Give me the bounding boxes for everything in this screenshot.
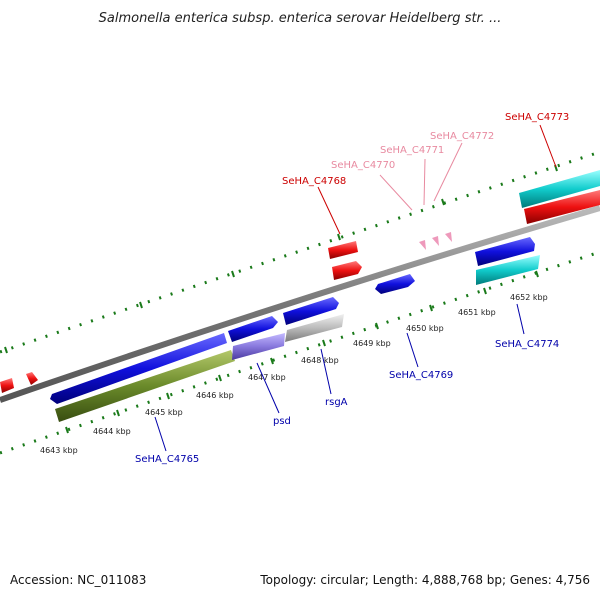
- kbp-label-4647: 4647 kbp: [248, 373, 286, 382]
- kbp-label-4644: 4644 kbp: [93, 427, 131, 436]
- gene-seha-c4769-blue[interactable]: [375, 274, 415, 294]
- gene-psd-blue[interactable]: [228, 316, 278, 342]
- gene-label-seha-c4774: SeHA_C4774: [495, 339, 559, 350]
- genome-backbone: [0, 205, 600, 403]
- gene-label-seha-c4768: SeHA_C4768: [282, 176, 346, 187]
- topology-text: Topology: circular; Length: 4,888,768 bp…: [260, 573, 590, 587]
- gene-label-rsga: rsgA: [325, 397, 348, 408]
- gene-seha-c4765-green[interactable]: [55, 350, 235, 422]
- kbp-label-4643: 4643 kbp: [40, 446, 78, 455]
- gene-seha-c4774-cyan[interactable]: [476, 255, 540, 285]
- kbp-label-4651: 4651 kbp: [458, 308, 496, 317]
- gene-rsga-grey[interactable]: [285, 314, 344, 342]
- gene-seha-c4773-cyan[interactable]: [519, 170, 600, 208]
- gene-blue-right[interactable]: [475, 237, 535, 266]
- gene-label-psd: psd: [273, 416, 291, 427]
- gene-label-seha-c4765: SeHA_C4765: [135, 454, 199, 465]
- gene-label-seha-c4770: SeHA_C4770: [331, 160, 395, 171]
- kbp-label-4646: 4646 kbp: [196, 391, 234, 400]
- accession-text: Accession: NC_011083: [10, 573, 147, 587]
- gene-label-seha-c4769: SeHA_C4769: [389, 370, 453, 381]
- gene-label-seha-c4771: SeHA_C4771: [380, 145, 444, 156]
- gene-seha-c4768-b[interactable]: [332, 261, 362, 280]
- map-title: Salmonella enterica subsp. enterica sero…: [99, 11, 502, 26]
- kbp-label-4652: 4652 kbp: [510, 293, 548, 302]
- gene-label-seha-c4773: SeHA_C4773: [505, 112, 569, 123]
- gene-seha-c4765-blue[interactable]: [50, 333, 227, 404]
- kbp-label-4645: 4645 kbp: [145, 408, 183, 417]
- gene-seha-c4773-red[interactable]: [524, 190, 600, 224]
- gene-seha-c4768-a[interactable]: [328, 241, 358, 259]
- gene-left-red-arrow[interactable]: [26, 372, 38, 385]
- gene-psd-purple[interactable]: [232, 333, 285, 360]
- kbp-label-4648: 4648 kbp: [301, 356, 339, 365]
- lower-tick-ruler: [0, 250, 600, 455]
- upper-major-ticks: [4, 164, 558, 354]
- callout-lines: [154, 124, 557, 452]
- gene-label-seha-c4772: SeHA_C4772: [430, 131, 494, 142]
- gene-seha-c4772[interactable]: [445, 232, 452, 242]
- gene-seha-c4771[interactable]: [432, 236, 439, 246]
- gene-rsga-blue[interactable]: [283, 297, 339, 325]
- gene-seha-c4770[interactable]: [419, 240, 426, 250]
- gene-left-red[interactable]: [0, 378, 14, 393]
- kbp-label-4649: 4649 kbp: [353, 339, 391, 348]
- kbp-label-4650: 4650 kbp: [406, 324, 444, 333]
- lower-major-ticks: [65, 270, 539, 434]
